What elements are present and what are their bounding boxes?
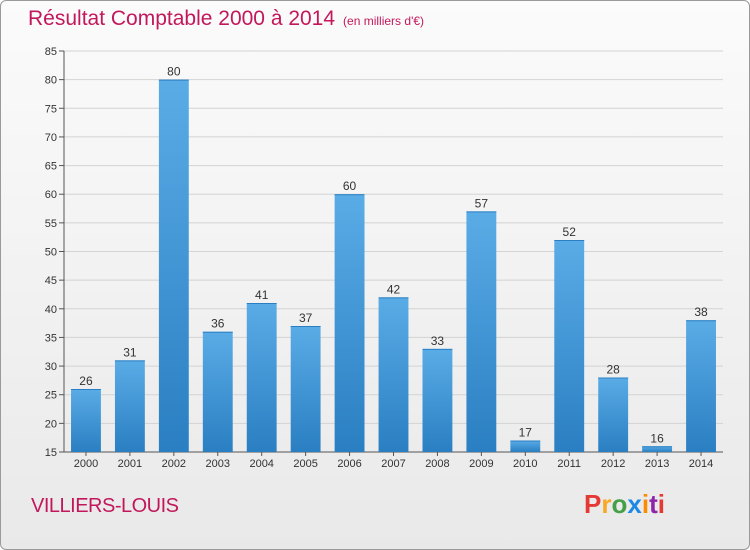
- value-label-2011: 52: [563, 225, 577, 239]
- value-label-2006: 60: [343, 179, 357, 193]
- proxiti-logo: Proxiti: [584, 489, 665, 520]
- logo-letter-1: r: [601, 489, 612, 519]
- logo-letter-6: i: [657, 489, 665, 519]
- x-tick-label-2012: 2012: [601, 458, 625, 470]
- bar-2001: [114, 360, 145, 452]
- y-tick-label-80: 80: [45, 75, 57, 87]
- x-tick-label-2006: 2006: [337, 458, 361, 470]
- chart-subtitle: (en milliers d'€): [343, 14, 425, 28]
- y-tick-label-70: 70: [45, 132, 57, 144]
- y-tick-label-15: 15: [45, 447, 57, 459]
- bars: [71, 79, 716, 453]
- y-tick-label-55: 55: [45, 218, 57, 230]
- value-label-2002: 80: [167, 65, 181, 79]
- x-tick-label-2004: 2004: [249, 458, 273, 470]
- y-tick-label-35: 35: [45, 332, 57, 344]
- bar-2013: [642, 446, 673, 452]
- x-tick-label-2011: 2011: [557, 458, 581, 470]
- value-label-2005: 37: [299, 311, 313, 325]
- y-tick-label-85: 85: [45, 46, 57, 58]
- x-tick-label-2005: 2005: [293, 458, 317, 470]
- bar-2008: [422, 348, 453, 452]
- x-tick-label-2008: 2008: [425, 458, 449, 470]
- logo-letter-0: P: [584, 489, 602, 519]
- value-label-2000: 26: [79, 374, 93, 388]
- value-label-2001: 31: [123, 345, 137, 359]
- x-tick-label-2007: 2007: [381, 458, 405, 470]
- y-tick-label-30: 30: [45, 361, 57, 373]
- bar-2012: [598, 377, 629, 452]
- logo-letter-4: i: [641, 489, 650, 519]
- bar-2009: [466, 211, 497, 452]
- bar-2005: [290, 325, 321, 452]
- logo-letter-2: o: [611, 489, 628, 519]
- value-label-2007: 42: [387, 282, 401, 296]
- location-name: VILLIERS-LOUIS: [31, 495, 179, 517]
- bar-2004: [246, 303, 277, 452]
- x-tick-label-2009: 2009: [469, 458, 493, 470]
- value-label-2003: 36: [211, 317, 225, 331]
- y-tick-label-40: 40: [45, 304, 57, 316]
- x-tick-label-2002: 2002: [162, 458, 186, 470]
- x-tick-label-2013: 2013: [645, 458, 669, 470]
- y-tick-label-45: 45: [45, 275, 57, 287]
- bar-2003: [202, 331, 233, 452]
- y-tick-label-20: 20: [45, 418, 57, 430]
- x-tick-label-2014: 2014: [689, 458, 713, 470]
- value-labels: 26 31 80 36 41 37 60 42 33 57 17 52 28 16 38: [79, 65, 708, 446]
- value-label-2004: 41: [255, 288, 269, 302]
- bar-2014: [686, 320, 716, 452]
- x-tick-label-2000: 2000: [74, 458, 98, 470]
- logo-letter-5: t: [649, 489, 658, 519]
- y-tick-label-75: 75: [45, 103, 57, 115]
- value-label-2008: 33: [431, 334, 445, 348]
- bar-2006: [334, 194, 365, 452]
- bar-2010: [510, 440, 541, 452]
- x-tick-label-2001: 2001: [118, 458, 142, 470]
- bar-2000: [71, 388, 101, 452]
- bar-2007: [378, 297, 409, 452]
- value-label-2012: 28: [606, 363, 620, 377]
- value-label-2013: 16: [650, 431, 664, 445]
- x-tick-label-2010: 2010: [513, 458, 537, 470]
- y-tick-label-60: 60: [45, 189, 57, 201]
- value-label-2014: 38: [694, 305, 708, 319]
- chart-title: Résultat Comptable 2000 à 2014 (en millie…: [28, 7, 424, 31]
- value-label-2009: 57: [475, 196, 489, 210]
- y-tick-label-50: 50: [45, 247, 57, 259]
- y-tick-label-65: 65: [45, 161, 57, 173]
- bar-2002: [158, 79, 189, 453]
- y-tick-label-25: 25: [45, 390, 57, 402]
- title-text: Résultat Comptable 2000 à 2014: [28, 7, 336, 30]
- bar-2011: [554, 240, 585, 452]
- x-tick-label-2003: 2003: [206, 458, 230, 470]
- logo-letter-3: x: [627, 489, 642, 519]
- value-label-2010: 17: [519, 426, 533, 440]
